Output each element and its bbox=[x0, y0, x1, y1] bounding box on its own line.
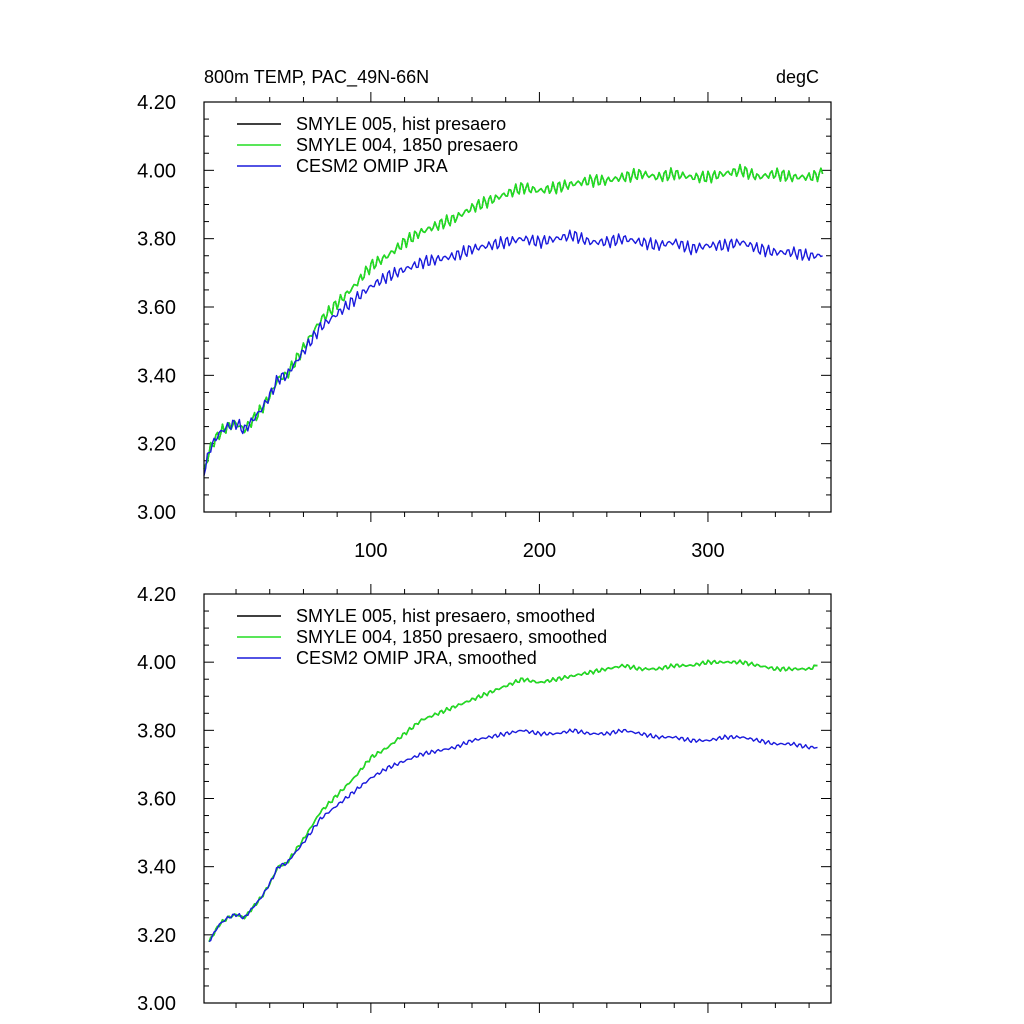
plot-frame bbox=[203, 101, 832, 513]
series-line-1 bbox=[203, 163, 824, 470]
y-tick-label: 3.00 bbox=[137, 502, 176, 524]
y-tick-label: 3.40 bbox=[137, 365, 176, 387]
legend-label: SMYLE 005, hist presaero, smoothed bbox=[296, 606, 595, 626]
series-line-3 bbox=[208, 728, 818, 943]
y-tick-label: 3.40 bbox=[137, 857, 176, 879]
legend-label: SMYLE 004, 1850 presaero, smoothed bbox=[296, 627, 607, 647]
series-line-1 bbox=[208, 659, 818, 943]
chart-panels: 3.00 3.20 3.40 3.60 3.80 4.00 4.20 100 200 300 SMY… bbox=[137, 92, 832, 1015]
y-tick-label: 4.00 bbox=[137, 652, 176, 674]
y-tick-label: 4.20 bbox=[137, 584, 176, 606]
units-label: degC bbox=[776, 67, 819, 87]
y-tick-label: 3.60 bbox=[137, 789, 176, 811]
y-tick-label: 3.20 bbox=[137, 925, 176, 947]
x-tick-label: 100 bbox=[354, 540, 387, 562]
chart-panel-2: 3.00 3.20 3.40 3.60 3.80 4.00 4.20 SMYLE 005, h… bbox=[137, 584, 832, 1015]
series-line-2 bbox=[203, 163, 824, 470]
series-line-3 bbox=[203, 229, 823, 476]
x-tick-label: 300 bbox=[691, 540, 724, 562]
legend-label: CESM2 OMIP JRA, smoothed bbox=[296, 648, 537, 668]
y-tick-label: 4.00 bbox=[137, 160, 176, 182]
y-tick-label: 3.80 bbox=[137, 229, 176, 251]
y-tick-label: 3.60 bbox=[137, 297, 176, 319]
y-tick-label: 3.20 bbox=[137, 434, 176, 456]
figure-title: 800m TEMP, PAC_49N-66N bbox=[204, 67, 429, 88]
legend-label: CESM2 OMIP JRA bbox=[296, 156, 448, 176]
chart-panel-1: 3.00 3.20 3.40 3.60 3.80 4.00 4.20 100 200 300 SMY… bbox=[137, 92, 832, 562]
y-tick-label: 4.20 bbox=[137, 92, 176, 114]
x-tick-label: 200 bbox=[523, 540, 556, 562]
y-tick-label: 3.80 bbox=[137, 720, 176, 742]
plot-frame bbox=[203, 593, 832, 1004]
y-tick-label: 3.00 bbox=[137, 993, 176, 1015]
legend-label: SMYLE 004, 1850 presaero bbox=[296, 135, 518, 155]
series-line-2 bbox=[208, 659, 818, 943]
legend-label: SMYLE 005, hist presaero bbox=[296, 114, 506, 134]
